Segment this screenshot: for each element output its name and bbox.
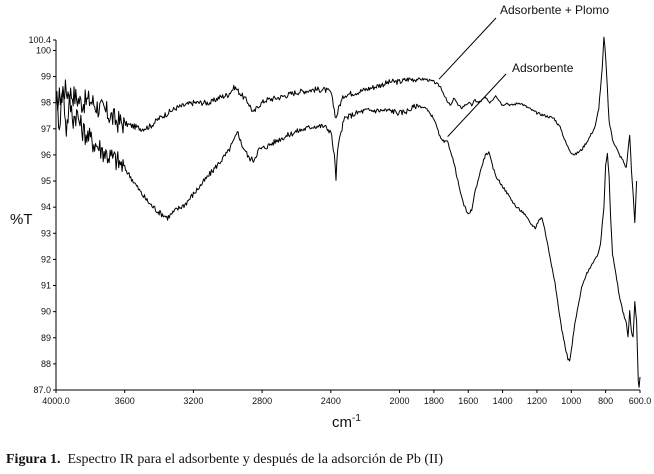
y-tick-label: 100.4 [28, 35, 51, 45]
series-line-1 [55, 86, 641, 388]
y-tick-label: 91 [41, 281, 51, 291]
spectrum-series [55, 36, 641, 388]
y-tick-label: 89 [41, 333, 51, 343]
annotation-label: Adsorbente + Plomo [500, 3, 609, 17]
x-tick-label: 2800 [252, 396, 272, 406]
chart-axes [53, 39, 641, 393]
x-axis-label-base: cm [332, 414, 352, 431]
figure-caption-label: Figura 1. [6, 452, 61, 467]
y-tick-label: 90 [41, 307, 51, 317]
x-tick-label: 1800 [424, 396, 444, 406]
x-tick-label: 600.0 [629, 396, 652, 406]
x-tick-label: 2400 [321, 396, 341, 406]
x-tick-label: 800 [598, 396, 613, 406]
figure-caption: Figura 1. Espectro IR para el adsorbente… [6, 452, 443, 468]
x-tick-label: 2000 [390, 396, 410, 406]
y-axis-label: %T [10, 211, 33, 228]
annotation-leader-line [438, 17, 497, 80]
y-tick-label: 87.0 [33, 385, 51, 395]
series-annotations: Adsorbente + Plomo Adsorbente [438, 3, 609, 137]
y-tick-label: 88 [41, 359, 51, 369]
x-tick-label: 1000 [561, 396, 581, 406]
x-tick-label: 1200 [527, 396, 547, 406]
y-tick-label: 99 [41, 72, 51, 82]
figure-caption-text: Espectro IR para el adsorbente y después… [67, 452, 443, 467]
y-tick-label: 98 [41, 98, 51, 108]
y-tick-label: 97 [41, 124, 51, 134]
x-tick-label: 3200 [183, 396, 203, 406]
x-axis-label-superscript: -1 [352, 413, 361, 424]
y-tick-label: 92 [41, 254, 51, 264]
x-tick-labels: 4000.0 3600 3200 2800 2400 2000 1800 1600 1400 12… [42, 396, 651, 406]
x-tick-label: 4000.0 [42, 396, 70, 406]
y-tick-label: 100 [36, 45, 51, 55]
y-tick-label: 95 [41, 176, 51, 186]
x-tick-label: 1400 [493, 396, 513, 406]
y-tick-label: 96 [41, 150, 51, 160]
x-tick-label: 3600 [115, 396, 135, 406]
annotation-label: Adsorbente [512, 61, 574, 75]
y-tick-label: 93 [41, 228, 51, 238]
annotation-leader-line [447, 73, 507, 137]
series-line-0 [55, 36, 638, 224]
x-axis-label: cm-1 [332, 413, 361, 431]
x-tick-label: 1600 [458, 396, 478, 406]
y-tick-label: 94 [41, 202, 51, 212]
